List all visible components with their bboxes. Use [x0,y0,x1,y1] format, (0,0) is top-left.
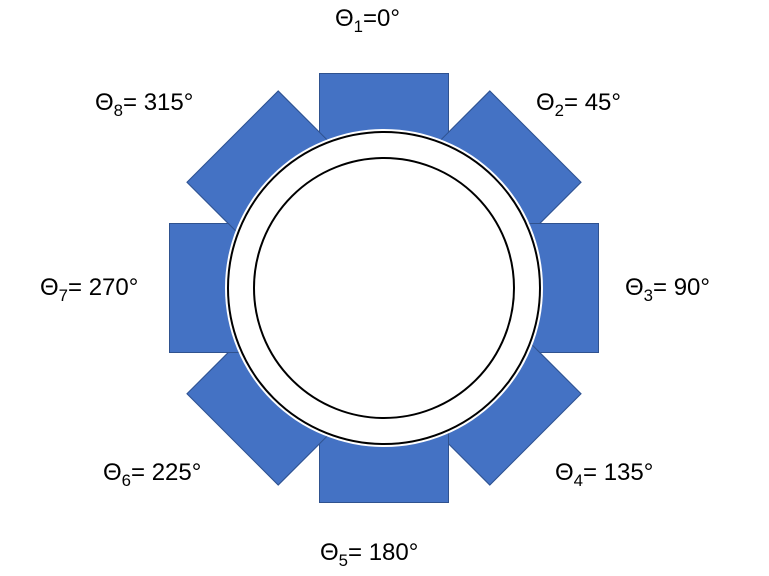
theta-label-4: Θ4= 135° [555,460,653,490]
theta-label-6: Θ6= 225° [103,460,201,490]
theta-label-5: Θ5= 180° [320,540,418,570]
theta-label-2: Θ2= 45° [536,90,621,120]
theta-label-8: Θ8= 315° [95,90,193,120]
inner-ring [253,157,515,419]
theta-label-1: Θ1=0° [335,6,400,36]
actuator-ring-diagram: Θ1=0° Θ2= 45° Θ3= 90° Θ4= 135° Θ5= 180° Θ6= 2… [0,0,769,576]
theta-label-7: Θ7= 270° [40,275,138,305]
theta-label-3: Θ3= 90° [625,275,710,305]
